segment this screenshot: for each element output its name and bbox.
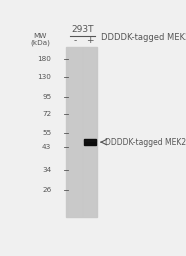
Text: 95: 95 bbox=[42, 94, 51, 100]
Text: +: + bbox=[86, 36, 94, 45]
Text: 180: 180 bbox=[38, 56, 51, 62]
Bar bbox=[84, 139, 96, 145]
Text: 43: 43 bbox=[42, 144, 51, 151]
Bar bbox=[84, 140, 96, 142]
Text: 26: 26 bbox=[42, 187, 51, 193]
Text: 34: 34 bbox=[42, 167, 51, 173]
Text: DDDDK-tagged MEK2: DDDDK-tagged MEK2 bbox=[105, 137, 186, 147]
Bar bbox=[84, 47, 96, 217]
Text: -: - bbox=[74, 36, 77, 45]
Text: 293T: 293T bbox=[71, 25, 94, 34]
Bar bbox=[67, 47, 97, 217]
Text: MW
(kDa): MW (kDa) bbox=[30, 33, 50, 46]
Text: DDDDK-tagged MEK2: DDDDK-tagged MEK2 bbox=[101, 33, 186, 42]
Text: 130: 130 bbox=[38, 74, 51, 80]
Text: 72: 72 bbox=[42, 111, 51, 117]
Text: 55: 55 bbox=[42, 130, 51, 136]
Bar bbox=[69, 47, 82, 217]
